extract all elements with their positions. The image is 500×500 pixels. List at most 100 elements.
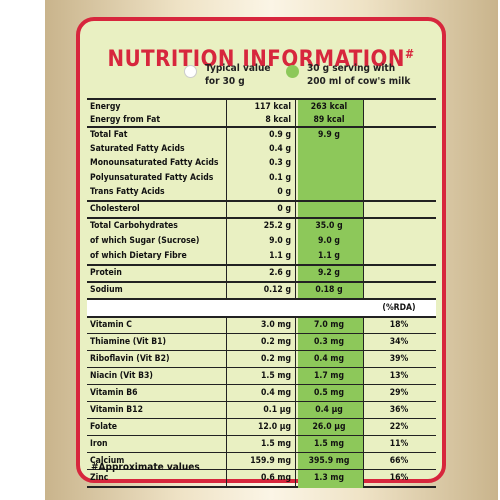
rda-value (363, 142, 435, 156)
typical-value: 0.2 mg (261, 354, 291, 364)
typical-value: 0.4 g (269, 144, 291, 154)
serving-column-fill (298, 100, 363, 488)
rda-value (363, 171, 435, 185)
rda-value: 66% (389, 456, 409, 466)
table-row: Folate 12.0 µg 26.0 µg 22% (87, 418, 436, 435)
table-row: Sodium 0.12 g 0.18 g (87, 281, 436, 298)
row-label: Total Fat (90, 130, 128, 140)
serving-value: 0.5 mg (314, 388, 344, 398)
legend-serving: 30 g serving with 200 ml of cow's milk (286, 62, 410, 88)
typical-value: 0.3 g (269, 158, 291, 168)
row-label: Protein (90, 268, 122, 278)
rda-value (363, 283, 435, 298)
serving-value: 1.5 mg (314, 439, 344, 449)
legend-typical-label: Typical value for 30 g (205, 63, 271, 87)
row-label: Calcium (90, 456, 125, 466)
rda-value: 22% (389, 422, 409, 432)
rda-value (363, 156, 435, 171)
table-row: Energy 117 kcal 263 kcal (87, 100, 436, 114)
rda-value: 36% (389, 405, 409, 415)
typical-value: 1.5 mg (261, 439, 291, 449)
row-label: Vitamin C (90, 320, 132, 330)
row-label: of which Sugar (Sucrose) (90, 236, 200, 246)
rda-value (363, 219, 435, 234)
footnote: #Approximate values (91, 462, 200, 473)
typical-value: 0.2 mg (261, 337, 291, 347)
table-row: of which Dietary Fibre 1.1 g 1.1 g (87, 249, 436, 264)
table-row: Cholesterol 0 g (87, 200, 436, 217)
row-label: of which Dietary Fibre (90, 251, 187, 261)
table-row: Total Carbohydrates 25.2 g 35.0 g (87, 217, 436, 234)
legend: Typical value for 30 g 30 g serving with… (184, 62, 424, 94)
rda-value: 11% (389, 439, 409, 449)
table-row: Polyunsaturated Fatty Acids 0.1 g (87, 171, 436, 185)
row-label: Thiamine (Vit B1) (90, 337, 166, 347)
rda-value: 18% (389, 320, 409, 330)
row-label (87, 300, 226, 316)
rda-value: 13% (389, 371, 409, 381)
typical-value: 0.1 µg (263, 405, 291, 415)
table-row: Total Fat 0.9 g 9.9 g (87, 126, 436, 142)
serving-value (295, 142, 363, 156)
table-row: Energy from Fat 8 kcal 89 kcal (87, 114, 436, 126)
rda-value (363, 114, 435, 126)
serving-value (295, 300, 363, 316)
typical-value: 0.12 g (263, 285, 291, 295)
serving-value (295, 156, 363, 171)
serving-value: 9.2 g (318, 268, 340, 278)
serving-value: 9.9 g (318, 130, 340, 140)
typical-value: 3.0 mg (261, 320, 291, 330)
row-label: Sodium (90, 285, 123, 295)
table-row: Saturated Fatty Acids 0.4 g (87, 142, 436, 156)
serving-value: 7.0 mg (314, 320, 344, 330)
table-row: Iron 1.5 mg 1.5 mg 11% (87, 435, 436, 452)
table-row: Niacin (Vit B3) 1.5 mg 1.7 mg 13% (87, 367, 436, 384)
table-row: Vitamin C 3.0 mg 7.0 mg 18% (87, 316, 436, 333)
typical-value: 25.2 g (263, 221, 291, 231)
column-divider (226, 100, 227, 488)
typical-value: 117 kcal (254, 102, 291, 112)
row-label: Niacin (Vit B3) (90, 371, 153, 381)
rda-value: 39% (389, 354, 409, 364)
row-label: Zinc (90, 473, 109, 483)
row-label: Trans Fatty Acids (90, 187, 165, 197)
table-row: Riboflavin (Vit B2) 0.2 mg 0.4 mg 39% (87, 350, 436, 367)
typical-value: 0 g (277, 204, 291, 214)
row-label: Folate (90, 422, 118, 432)
nutrition-table: Energy 117 kcal 263 kcal Energy from Fat 8 k… (87, 98, 436, 488)
table-row: of which Sugar (Sucrose) 9.0 g 9.0 g (87, 234, 436, 249)
row-label: Saturated Fatty Acids (90, 144, 185, 154)
rda-value: 29% (389, 388, 409, 398)
table-row: Calcium 159.9 mg 395.9 mg 66% (87, 452, 436, 469)
serving-value: 0.3 mg (314, 337, 344, 347)
row-label: Energy from Fat (90, 115, 161, 125)
column-divider (363, 100, 364, 488)
serving-value (295, 202, 363, 217)
typical-value (226, 300, 295, 316)
serving-value: 0.4 mg (314, 354, 344, 364)
row-label: Polyunsaturated Fatty Acids (90, 173, 214, 183)
rda-value (363, 266, 435, 281)
table-row: Monounsaturated Fatty Acids 0.3 g (87, 156, 436, 171)
page-title: NUTRITION INFORMATION# (80, 47, 442, 72)
typical-value: 8 kcal (265, 115, 291, 125)
rda-value: 34% (389, 337, 409, 347)
rda-value: 16% (389, 473, 409, 483)
table-row: Vitamin B6 0.4 mg 0.5 mg 29% (87, 384, 436, 401)
serving-value: 35.0 g (315, 221, 343, 231)
typical-value: 1.5 mg (261, 371, 291, 381)
table-row: Protein 2.6 g 9.2 g (87, 264, 436, 281)
serving-value: 9.0 g (318, 236, 340, 246)
serving-value: 89 kcal (313, 115, 345, 125)
table-row: Vitamin B12 0.1 µg 0.4 µg 36% (87, 401, 436, 418)
white-dot-icon (184, 65, 197, 78)
rda-value (363, 234, 435, 249)
rda-value (363, 185, 435, 200)
table-row: Thiamine (Vit B1) 0.2 mg 0.3 mg 34% (87, 333, 436, 350)
table-bottom-rule (87, 486, 436, 488)
rda-value (363, 100, 435, 114)
legend-serving-label: 30 g serving with 200 ml of cow's milk (307, 63, 411, 87)
typical-value: 9.0 g (269, 236, 291, 246)
typical-value: 2.6 g (269, 268, 291, 278)
legend-typical: Typical value for 30 g (184, 62, 270, 88)
